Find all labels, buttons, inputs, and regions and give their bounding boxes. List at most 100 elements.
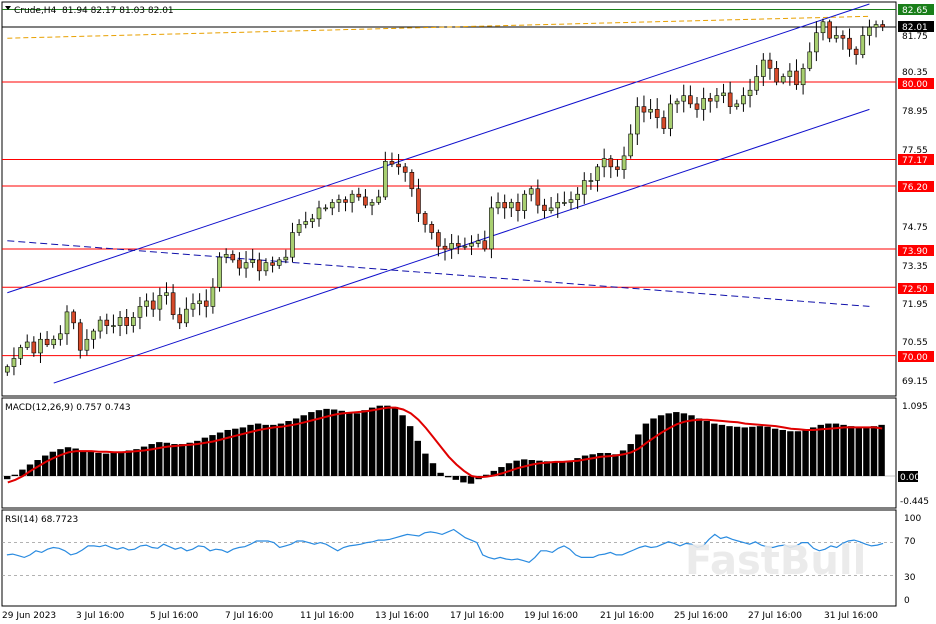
candle-body <box>515 202 521 211</box>
candle-body <box>177 314 183 324</box>
time-label: 29 Jun 2023 <box>2 611 56 621</box>
candle-body <box>18 347 23 359</box>
macd-bar <box>102 453 110 476</box>
macd-bar <box>285 421 292 476</box>
candle-body <box>701 98 706 110</box>
macd-bar <box>194 440 201 476</box>
price-tag-bg <box>898 4 934 15</box>
macd-bar <box>680 413 688 476</box>
candle-body <box>595 166 600 181</box>
candle-body <box>880 24 885 28</box>
macd-bar <box>490 470 498 476</box>
macd-bar <box>308 412 315 476</box>
candle-body <box>568 199 574 203</box>
macd-tick: -0.445 <box>900 497 929 507</box>
macd-bar <box>315 410 323 476</box>
macd-bar <box>771 428 779 476</box>
macd-bar <box>825 423 832 476</box>
candle-body <box>250 259 255 263</box>
macd-bar <box>726 426 733 476</box>
price-tag-bg <box>898 351 934 362</box>
time-label: 11 Jul 16:00 <box>300 611 354 621</box>
time-label: 25 Jul 16:00 <box>674 611 728 621</box>
macd-bar <box>361 410 368 476</box>
candle-body <box>197 300 202 304</box>
macd-bar <box>787 431 794 476</box>
candle-body <box>104 319 110 326</box>
macd-bar <box>399 415 406 476</box>
macd-bar <box>604 452 612 476</box>
macd-bar <box>543 461 551 476</box>
candle-body <box>290 232 295 258</box>
time-axis: 29 Jun 2023 3 Jul 16:00 5 Jul 16:00 7 Ju… <box>2 611 878 621</box>
candle-body <box>694 103 700 110</box>
time-label: 31 Jul 16:00 <box>824 611 878 621</box>
macd-bar <box>665 413 672 476</box>
candle-body <box>674 100 680 105</box>
macd-bar <box>460 476 467 483</box>
candle-body <box>840 35 846 39</box>
macd-bar <box>270 424 277 476</box>
candle-body <box>416 188 421 214</box>
candle-body <box>376 196 381 203</box>
candle-body <box>601 158 607 168</box>
macd-bar <box>779 429 786 476</box>
rsi-axis: 100 70 30 0 <box>904 514 921 606</box>
candle-body <box>754 76 759 91</box>
candle-body <box>455 243 461 247</box>
candle-body <box>124 317 129 326</box>
candle-body <box>402 166 408 173</box>
macd-bar <box>581 455 589 476</box>
price-tick: 70.55 <box>902 338 928 348</box>
macd-bar <box>749 426 756 476</box>
price-tag-bg <box>898 283 934 294</box>
candle-body <box>270 262 275 266</box>
rsi-layer <box>2 528 896 576</box>
price-tag: 77.17 <box>902 156 928 166</box>
macd-bar <box>254 423 262 476</box>
price-panel[interactable] <box>1 1 897 397</box>
macd-bar <box>384 405 391 476</box>
macd-bar <box>688 415 695 476</box>
candle-body <box>150 300 156 310</box>
candle-body <box>184 308 189 324</box>
channel-lower-line <box>53 108 870 384</box>
macd-bar <box>612 454 619 476</box>
candle-body <box>654 109 660 118</box>
price-tick: 74.75 <box>902 223 928 233</box>
rsi-panel[interactable] <box>1 509 897 607</box>
macd-bar <box>878 424 885 476</box>
time-label: 5 Jul 16:00 <box>150 611 199 621</box>
rsi-line <box>6 528 884 563</box>
macd-bar <box>741 427 748 476</box>
candle-body <box>11 358 17 367</box>
candle-body <box>203 300 209 307</box>
candle-body <box>535 188 541 206</box>
macd-bar <box>178 444 186 476</box>
candle-body <box>363 196 368 206</box>
candle-body <box>495 202 501 209</box>
price-tick: 77.55 <box>902 146 928 156</box>
candle-body <box>31 341 37 354</box>
rsi-tick: 100 <box>904 514 921 524</box>
macd-bar <box>338 410 345 476</box>
macd-bar <box>262 424 269 476</box>
macd-bar <box>57 449 64 476</box>
candle-body <box>283 256 289 261</box>
macd-bar <box>300 415 307 476</box>
candle-body <box>581 180 587 195</box>
candle-body <box>77 322 83 351</box>
macd-bar <box>627 444 634 476</box>
candle-body <box>853 48 859 55</box>
triangle-down-icon[interactable] <box>5 6 11 10</box>
macd-bar <box>209 435 216 476</box>
macd-bar <box>368 407 376 476</box>
macd-bar <box>406 426 414 476</box>
macd-bar <box>635 434 642 476</box>
candle-body <box>449 243 454 250</box>
time-label: 19 Jul 16:00 <box>524 611 578 621</box>
candle-body <box>873 24 879 28</box>
macd-bar <box>847 426 855 476</box>
macd-bar <box>809 427 817 476</box>
